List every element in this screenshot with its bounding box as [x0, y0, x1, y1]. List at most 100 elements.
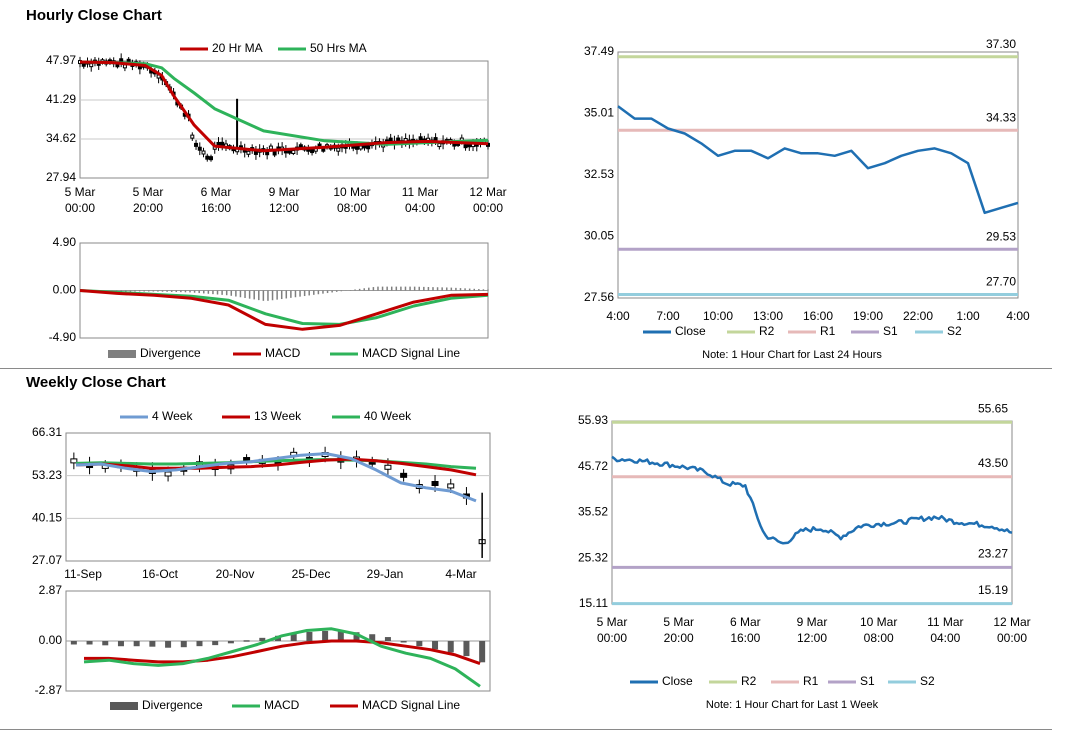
weekly-price-y-tick: 27.07 [32, 553, 62, 567]
rt-legend-s1-label: S1 [883, 324, 898, 338]
bottom-divider [0, 729, 1052, 730]
rt-x-tick: 19:00 [853, 309, 883, 323]
hourly-price-y-tick: 34.62 [46, 131, 76, 145]
rt-x-tick: 4:00 [606, 309, 630, 323]
hourly-price-y-tick: 47.97 [46, 53, 76, 67]
weekly-divergence-bar [290, 633, 297, 641]
rb-x-tick: 16:00 [730, 631, 760, 645]
rt-plot [617, 51, 1019, 299]
weekly-divergence-bar [369, 634, 376, 641]
weekly-legend-4wk-label: 4 Week [152, 409, 193, 423]
hourly-legend-ma20-label: 20 Hr MA [212, 41, 263, 55]
rb-y-tick: 35.52 [578, 505, 608, 519]
hourly-macd-y-tick: 4.90 [53, 235, 77, 249]
hourly-macd-y-tick: -4.90 [49, 330, 77, 344]
hourly-price-y-tick: 41.29 [46, 92, 76, 106]
weekly-macd-signal-line [84, 639, 481, 666]
hourly-ma20-line [79, 60, 489, 153]
weekly-divergence-bar [259, 637, 266, 641]
weekly-legend-macd-label: MACD [264, 698, 300, 712]
weekly-legend-divergence-label: Divergence [142, 698, 203, 712]
rt-y-tick: 30.05 [584, 228, 614, 242]
hourly-legend-signal-label: MACD Signal Line [362, 346, 460, 360]
weekly-price-y-tick: 53.23 [32, 468, 62, 482]
rb-legend-r1-label: R1 [803, 674, 819, 688]
hourly-candle-body [366, 145, 371, 150]
hourly-price-x-tick: 04:00 [405, 201, 435, 215]
hourly-candle-body [272, 151, 277, 156]
weekly-divergence-bar [416, 641, 423, 647]
rb-y-tick: 45.72 [578, 459, 608, 473]
weekly-ma40-line [75, 458, 477, 470]
weekly-macd-y-tick: 0.00 [39, 633, 63, 647]
rt-x-tick: 16:00 [803, 309, 833, 323]
weekly-legend-signal-label: MACD Signal Line [362, 698, 460, 712]
weekly-divergence-bar [463, 641, 470, 657]
hourly-price-x-tick: 5 Mar [65, 185, 96, 199]
rt-note: Note: 1 Hour Chart for Last 24 Hours [702, 349, 882, 361]
weekly-legend-40wk-label: 40 Week [364, 409, 412, 423]
weekly-macd-line [83, 627, 481, 688]
hourly-price-x-tick: 00:00 [473, 201, 503, 215]
rb-legend-s1-label: S1 [860, 674, 875, 688]
rb-x-tick: 6 Mar [730, 615, 761, 629]
weekly-divergence-bar [149, 641, 156, 647]
weekly-divergence-bar [86, 641, 93, 645]
weekly-divergence-bar [180, 641, 187, 648]
rt-level-label-s1: 29.53 [986, 229, 1016, 243]
rt-x-tick: 1:00 [956, 309, 980, 323]
hourly-section-title: Hourly Close Chart [26, 7, 162, 24]
rb-x-tick: 08:00 [864, 631, 894, 645]
hourly-legend-macd-label: MACD [265, 346, 301, 360]
hourly-macd-y-tick: 0.00 [53, 283, 77, 297]
weekly-price-x-tick: 29-Jan [367, 567, 404, 581]
hourly-candle-body [433, 137, 438, 142]
hourly-candle-body [358, 145, 363, 150]
rb-y-tick: 25.32 [578, 550, 608, 564]
hourly-candle-body [81, 62, 86, 67]
rt-level-label-r2: 37.30 [986, 37, 1016, 51]
hourly-candle-body [253, 150, 258, 155]
weekly-legend-divergence-swatch [110, 702, 138, 710]
rb-x-tick: 20:00 [664, 631, 694, 645]
hourly-candle-body [336, 147, 341, 152]
hourly-price-x-tick: 5 Mar [133, 185, 164, 199]
rt-x-tick: 13:00 [753, 309, 783, 323]
weekly-price-x-tick: 20-Nov [216, 567, 255, 581]
hourly-candle-body [89, 63, 94, 68]
hourly-candle-body [197, 146, 202, 151]
hourly-candle-body [418, 136, 423, 141]
rt-legend-close-label: Close [675, 324, 706, 338]
hourly-candle-body [437, 143, 442, 148]
rb-close-line [611, 455, 1013, 545]
hourly-candle-body [201, 150, 206, 155]
rb-legend-r2-label: R2 [741, 674, 757, 688]
hourly-candle-body [310, 149, 315, 154]
rt-x-tick: 7:00 [656, 309, 680, 323]
rt-legend-s2-label: S2 [947, 324, 962, 338]
weekly-divergence-bar [447, 641, 454, 653]
weekly-price-x-tick: 11-Sep [64, 567, 102, 581]
hourly-price-x-tick: 12 Mar [469, 185, 506, 199]
weekly-divergence-bar [322, 630, 329, 641]
weekly-price-x-tick: 25-Dec [292, 567, 331, 581]
weekly-legend-13wk-label: 13 Week [254, 409, 302, 423]
weekly-ma4-line [75, 452, 477, 503]
rb-x-tick: 5 Mar [597, 615, 628, 629]
hourly-price-x-tick: 00:00 [65, 201, 95, 215]
rt-y-tick: 32.53 [584, 167, 614, 181]
rb-x-tick: 12 Mar [993, 615, 1030, 629]
rb-level-label-r2: 55.65 [978, 401, 1008, 415]
hourly-candle-body [119, 58, 124, 63]
hourly-candle-body [190, 134, 195, 139]
rb-legend-s2-label: S2 [920, 674, 935, 688]
weekly-section-title: Weekly Close Chart [26, 374, 166, 391]
weekly-price-y-tick: 66.31 [32, 425, 62, 439]
hourly-candle-body [463, 144, 468, 149]
rb-x-tick: 00:00 [597, 631, 627, 645]
weekly-divergence-bar [400, 641, 407, 643]
rt-x-tick: 4:00 [1006, 309, 1030, 323]
weekly-divergence-bar [70, 641, 77, 645]
weekly-divergence-bar [337, 631, 344, 641]
weekly-ma13-line [75, 457, 477, 477]
